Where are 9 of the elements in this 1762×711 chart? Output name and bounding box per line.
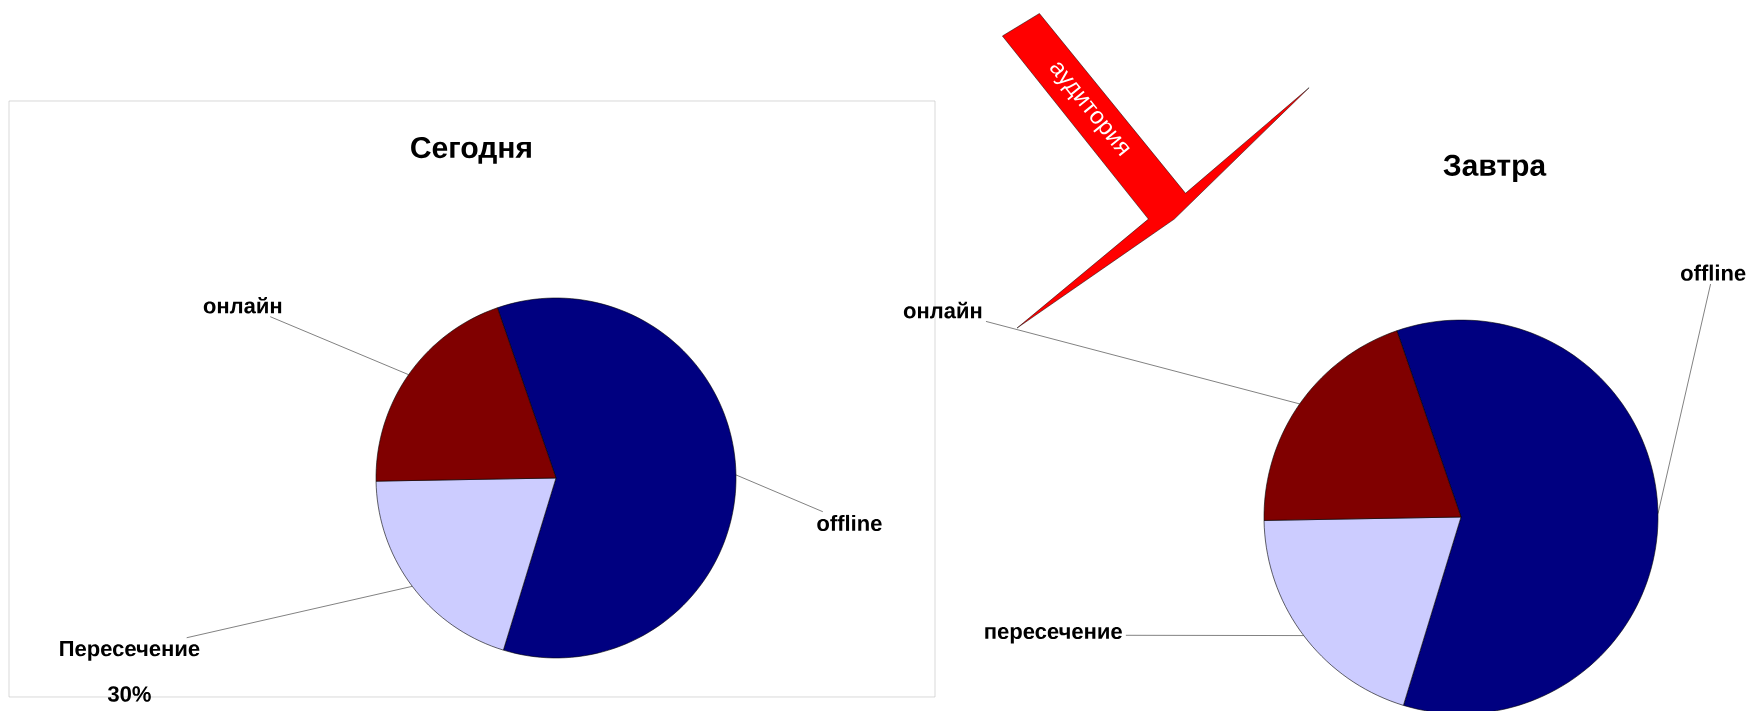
slice-label: пересечение xyxy=(985,626,1122,644)
chart-title: Завтра xyxy=(1443,154,1547,182)
slice-label: offline xyxy=(1681,264,1746,281)
text: 30% xyxy=(107,686,151,702)
chart-title: Сегодня xyxy=(411,136,531,164)
slice-label: Пересечение xyxy=(60,640,200,661)
slice-label: онлайн xyxy=(203,296,282,314)
slice-label: offline xyxy=(817,514,882,532)
slice-label: онлайн xyxy=(903,301,982,319)
